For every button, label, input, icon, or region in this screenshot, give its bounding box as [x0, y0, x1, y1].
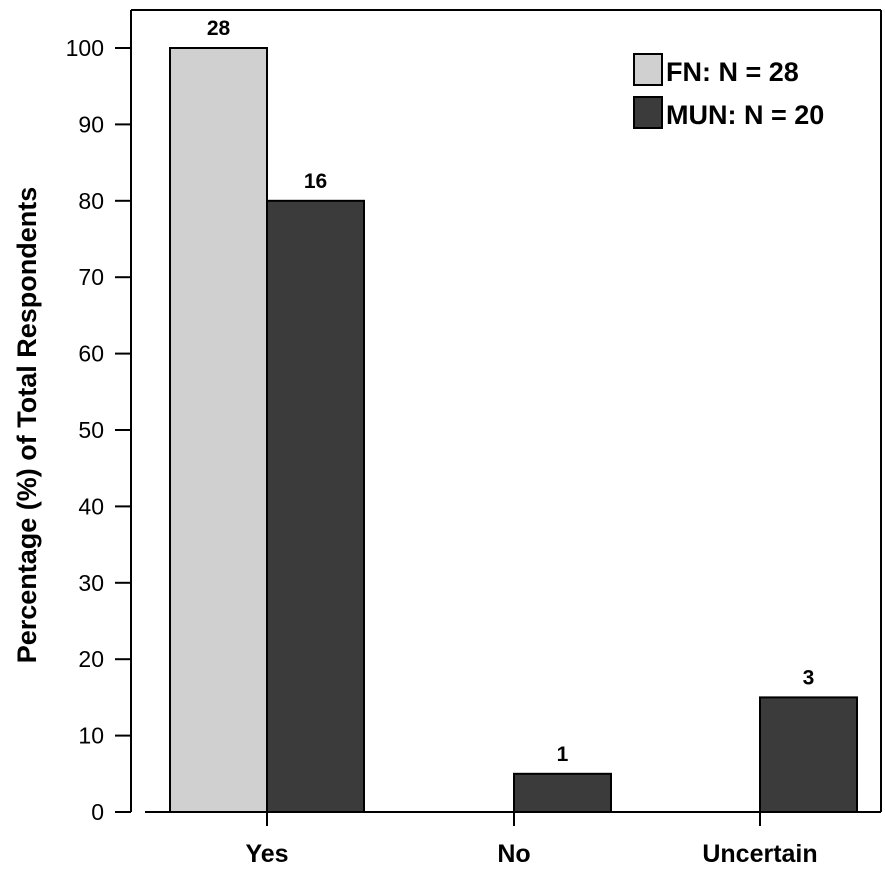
- y-tick-label: 60: [78, 341, 104, 367]
- y-tick-label: 80: [78, 188, 104, 214]
- data-label: 28: [207, 17, 231, 40]
- bar-mun-uncertain: [759, 696, 858, 814]
- bar-mun-no: [513, 772, 612, 813]
- y-axis-ticks: 0 10 20 30 40 50 60 70 80 90 100: [66, 35, 131, 825]
- y-tick-label: 0: [91, 799, 104, 825]
- legend: FN: N = 28 MUN: N = 20: [633, 53, 824, 130]
- x-axis-labels: Yes No Uncertain: [245, 812, 818, 868]
- y-tick-label: 70: [78, 264, 104, 290]
- data-label: 1: [557, 743, 569, 766]
- legend-label: FN: N = 28: [666, 57, 799, 87]
- y-tick-label: 30: [78, 570, 104, 596]
- data-label: 3: [803, 666, 815, 689]
- legend-label: MUN: N = 20: [666, 100, 824, 130]
- y-tick-label: 100: [66, 35, 104, 61]
- y-tick-label: 20: [78, 646, 104, 672]
- y-axis-title: Percentage (%) of Total Respondents: [12, 187, 42, 664]
- legend-swatch: [633, 53, 663, 86]
- y-tick-label: 10: [78, 723, 104, 749]
- legend-swatch: [633, 96, 663, 129]
- bar-mun-yes: [266, 199, 365, 814]
- x-tick-label: No: [497, 840, 530, 868]
- y-tick-label: 90: [78, 111, 104, 137]
- bars: [169, 47, 858, 814]
- bar-fn-yes: [169, 47, 268, 813]
- x-tick-label: Uncertain: [702, 840, 817, 868]
- y-tick-label: 50: [78, 417, 104, 443]
- data-label: 16: [304, 170, 327, 193]
- y-tick-label: 40: [78, 493, 104, 519]
- data-labels: 28 16 1 3: [207, 17, 815, 766]
- x-tick-label: Yes: [245, 840, 288, 868]
